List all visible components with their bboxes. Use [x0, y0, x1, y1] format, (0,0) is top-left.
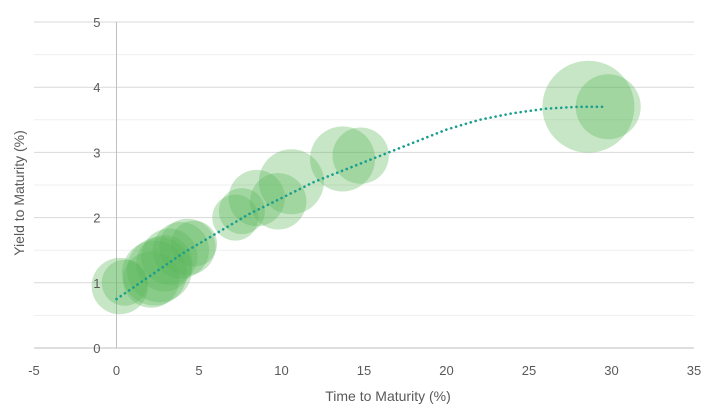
y-axis-title: Yield to Maturity (%) — [11, 130, 27, 256]
bubble-point — [122, 251, 180, 308]
axis-layer — [34, 22, 694, 349]
x-tick-label: 0 — [113, 363, 120, 378]
bubble-point — [159, 218, 216, 276]
x-tick-label: -5 — [28, 363, 40, 378]
bubble-point — [218, 188, 265, 235]
grid-layer — [34, 21, 694, 349]
bubble-point — [250, 173, 307, 230]
x-tick-label: 5 — [195, 363, 202, 378]
bubble-point — [542, 60, 635, 153]
y-tick-label: 1 — [93, 276, 100, 291]
y-tick-label: 3 — [93, 145, 100, 160]
bubble-point — [141, 228, 198, 285]
y-tick-label: 4 — [93, 80, 100, 95]
x-tick-label: 30 — [604, 363, 618, 378]
bubble-point — [258, 149, 324, 215]
y-tick-label: 5 — [93, 15, 100, 30]
x-tick-label: 20 — [439, 363, 453, 378]
x-tick-label: 35 — [687, 363, 701, 378]
bubble-point — [171, 220, 218, 267]
x-tick-label: 15 — [357, 363, 371, 378]
bubble-point — [91, 257, 148, 315]
y-tick-label: 0 — [93, 341, 100, 356]
bubble-point — [101, 259, 148, 306]
bubble-point — [136, 235, 193, 292]
y-tick-label: 2 — [93, 211, 100, 226]
bubble-point — [310, 126, 376, 192]
bubble-point — [228, 169, 285, 227]
bubble-layer — [91, 60, 641, 315]
x-tick-label: 25 — [522, 363, 536, 378]
bubble-point — [575, 74, 641, 140]
x-axis-title: Time to Maturity (%) — [325, 388, 451, 404]
x-tick-label: 10 — [274, 363, 288, 378]
tick-label-layer: -5 0 5 10 15 20 25 30 35 0 1 2 3 4 5 — [28, 15, 701, 378]
